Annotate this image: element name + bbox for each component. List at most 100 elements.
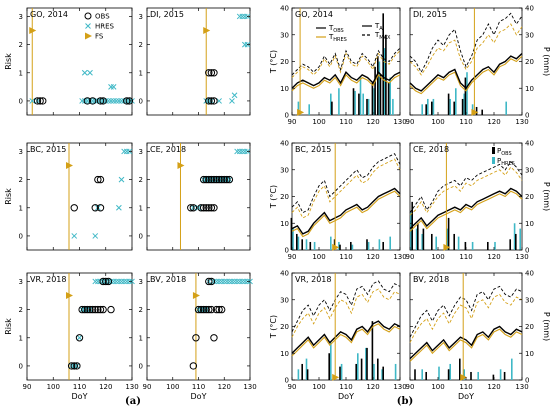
panel-title: GO, 2014 <box>295 10 333 19</box>
p-hres-bar <box>449 98 451 115</box>
panel-frame <box>146 272 251 381</box>
p-hres-bar <box>313 241 316 250</box>
hres-point <box>110 278 117 285</box>
hres-point <box>205 98 212 104</box>
y-axis-label: T (°C) <box>269 185 278 209</box>
p-obs-bar <box>374 66 376 115</box>
hres-point <box>71 363 78 369</box>
p-obs-bar <box>431 101 433 115</box>
obs-point <box>67 362 76 370</box>
fs-marker <box>443 243 451 251</box>
legend-subscript: HRES <box>333 37 347 43</box>
x-tick-label: 130 <box>125 383 138 391</box>
y-tick-label: 0 <box>285 112 289 120</box>
y-tick-label: 0 <box>19 362 23 370</box>
hres-point <box>29 98 36 104</box>
p-obs-bar <box>503 371 506 380</box>
p-obs-bar <box>328 353 330 380</box>
y-tick-label: 3 <box>19 148 23 156</box>
y-axis-label-right: P (mm) <box>542 182 550 211</box>
p-hres-bar <box>340 363 343 380</box>
p-obs-bar <box>371 82 374 115</box>
x-tick-label: 130 <box>393 383 406 391</box>
y-tick-label: 20 <box>280 323 289 331</box>
x-tick-label: 100 <box>431 118 444 126</box>
y-tick-label: 1 <box>139 334 143 342</box>
y-tick-label-right: 0 <box>525 377 529 385</box>
y-tick-label: 20 <box>280 193 289 201</box>
hres-point <box>113 98 120 104</box>
p-obs-bar <box>387 82 390 115</box>
t-obs-max-line <box>291 280 401 333</box>
hres-point <box>89 98 96 104</box>
hres-point <box>223 278 230 285</box>
p-obs-bar <box>339 244 341 250</box>
hres-point <box>92 233 99 239</box>
y-tick-label: 30 <box>280 166 289 174</box>
legend-5-marker <box>492 157 495 164</box>
p-hres-bar <box>367 98 370 115</box>
p-hres-bar <box>389 77 391 115</box>
p-hres-bar <box>359 77 362 115</box>
p-obs-bar <box>339 366 341 380</box>
x-tick-label: 90 <box>406 118 415 126</box>
y-axis-label: Risk <box>4 188 13 205</box>
y-tick-label: 3 <box>19 278 23 286</box>
x-tick-label: 130 <box>393 253 406 261</box>
fs-marker <box>471 108 479 116</box>
p-hres-bar <box>449 363 451 380</box>
obs-point <box>83 97 92 105</box>
p-obs-bar <box>296 233 298 250</box>
hres-point <box>234 278 240 285</box>
hres-point <box>198 306 204 313</box>
p-hres-bar <box>297 101 300 115</box>
x-tick-label: 120 <box>366 383 379 391</box>
obs-point <box>212 175 221 184</box>
p-hres-bar <box>435 236 437 250</box>
obs-point <box>210 334 218 342</box>
hres-point <box>81 306 88 313</box>
panel-title: CE, 2018 <box>150 145 186 154</box>
hres-point <box>231 92 238 99</box>
risk-panel-1: 0 1 2 3 DI, 2015 <box>139 7 251 116</box>
legend: OBS HRES FS <box>84 12 115 41</box>
p-obs-bar <box>371 321 374 380</box>
p-obs-bar <box>377 358 379 380</box>
y-tick-label: 0 <box>19 97 23 105</box>
fs-marker <box>332 243 340 251</box>
hres-point <box>84 306 91 313</box>
x-tick-label: 90 <box>143 383 152 391</box>
obs-point <box>125 97 134 105</box>
hres-point <box>118 98 125 104</box>
risk-panel-2: 0 1 2 3 BC, 2015 Risk <box>4 142 133 251</box>
obs-point <box>91 204 99 212</box>
obs-point <box>91 305 99 314</box>
p-hres-bar <box>511 358 513 380</box>
p-hres-bar <box>457 236 460 250</box>
hres-point <box>81 98 88 104</box>
hres-point <box>121 148 127 155</box>
x-tick-label: 110 <box>459 118 472 126</box>
obs-point <box>83 305 92 314</box>
p-hres-bar <box>338 88 340 115</box>
y-axis-label: Risk <box>4 318 13 335</box>
p-hres-bar <box>292 228 294 250</box>
y-tick-label-right: 30 <box>525 166 534 174</box>
p-obs-bar <box>425 371 427 380</box>
obs-point <box>99 277 107 286</box>
x-axis-label: DoY <box>338 392 354 401</box>
y-tick-label: 2 <box>139 176 143 184</box>
p-hres-bar <box>305 239 308 250</box>
hres-point <box>226 278 233 285</box>
hres-point <box>116 204 122 211</box>
legend-subscript: MAX <box>379 35 391 41</box>
p-hres-bar <box>421 104 423 115</box>
p-obs-bar <box>422 228 425 250</box>
legend-symbol: T <box>374 31 380 39</box>
x-tick-label: 110 <box>339 253 352 261</box>
obs-point <box>217 175 226 184</box>
panel-title: VR, 2018 <box>295 275 331 284</box>
y-tick-label: 0 <box>139 232 143 240</box>
